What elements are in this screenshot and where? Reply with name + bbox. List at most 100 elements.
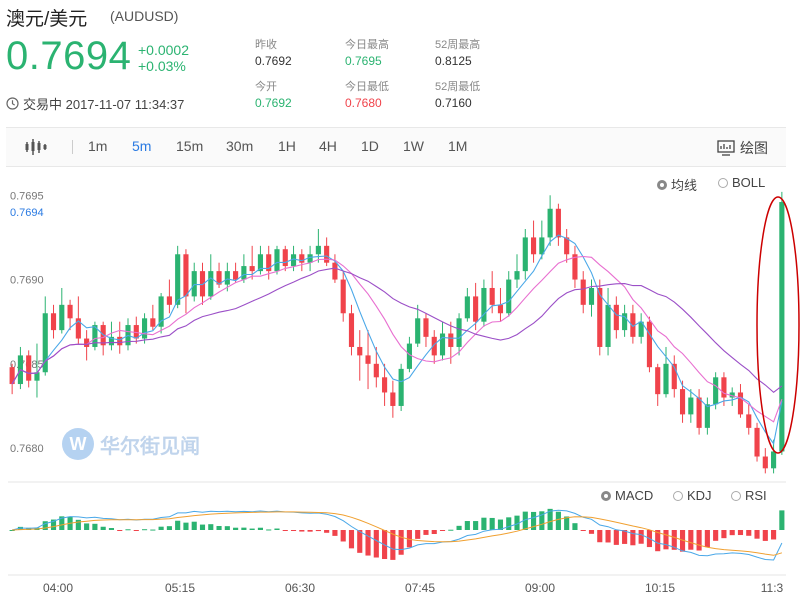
tab-1m[interactable]: 1M xyxy=(448,138,468,154)
macd-bar xyxy=(324,530,330,533)
candle-body xyxy=(166,296,172,305)
candle-body xyxy=(721,377,727,398)
stat-value: 0.7680 xyxy=(345,96,382,110)
macd-bar xyxy=(613,530,619,545)
candle-body xyxy=(50,313,57,331)
macd-bar xyxy=(679,530,686,552)
candle-body xyxy=(671,363,677,390)
candle-body xyxy=(464,296,470,319)
candle-body xyxy=(688,397,694,415)
tab-1w[interactable]: 1W xyxy=(403,138,424,154)
candle-body xyxy=(183,254,189,297)
candle-body xyxy=(655,367,661,395)
boll-toggle[interactable]: BOLL xyxy=(718,175,765,190)
time-tick-label: 10:15 xyxy=(645,581,675,595)
time-tick-label: 07:45 xyxy=(405,581,435,595)
tab-4h[interactable]: 4H xyxy=(319,138,337,154)
candle-body xyxy=(762,456,768,469)
candlestick-icon[interactable] xyxy=(24,138,50,156)
candle-body xyxy=(26,355,32,381)
candle-body xyxy=(415,318,421,344)
macd-bar xyxy=(539,511,545,530)
tab-30m[interactable]: 30m xyxy=(226,138,254,154)
candle-body xyxy=(59,304,65,331)
candle-body xyxy=(282,249,288,267)
macd-bar xyxy=(564,516,570,530)
clock-icon xyxy=(6,97,19,110)
tab-5m[interactable]: 5m xyxy=(132,138,152,154)
time-tick-label: 09:00 xyxy=(525,581,555,595)
candle-body xyxy=(663,363,669,395)
macd-bar xyxy=(249,528,255,530)
stat-label: 今日最低 xyxy=(345,81,389,93)
stat-value: 0.7692 xyxy=(255,96,292,110)
candle-body xyxy=(431,336,437,356)
candle-body xyxy=(249,266,255,272)
macd-bar xyxy=(448,529,454,531)
stat-0: 昨收 0.7692 xyxy=(255,37,292,69)
kdj-toggle[interactable]: KDJ xyxy=(673,488,712,503)
stat-5: 52周最低 0.7160 xyxy=(435,79,480,111)
macd-bar xyxy=(307,530,313,532)
candle-body xyxy=(489,287,495,305)
macd-bar xyxy=(423,530,429,535)
toolbar-divider xyxy=(72,140,73,154)
macd-bar xyxy=(713,530,719,541)
candle-body xyxy=(332,262,338,280)
boll-radio[interactable] xyxy=(718,177,728,188)
tab-15m[interactable]: 15m xyxy=(176,138,204,154)
candle-body xyxy=(406,343,412,369)
candle-body xyxy=(605,304,611,347)
candle-body xyxy=(133,325,139,339)
macd-bar xyxy=(266,529,272,531)
candle-body xyxy=(158,296,164,327)
macd-bar xyxy=(464,521,470,530)
rsi-toggle[interactable]: RSI xyxy=(731,488,767,503)
candle-body xyxy=(257,254,264,272)
candle-body xyxy=(84,338,90,347)
draw-button[interactable]: 绘图 xyxy=(717,138,768,158)
price-tick-label: 0.7680 xyxy=(10,443,44,455)
macd-bar xyxy=(315,530,321,532)
macd-bar xyxy=(150,529,156,531)
macd-bar xyxy=(108,528,115,530)
ma-radio[interactable] xyxy=(657,179,667,190)
macd-bar xyxy=(588,530,595,534)
macd-bar xyxy=(357,530,363,553)
candle-body xyxy=(547,208,553,238)
ma-toggle[interactable]: 均线 xyxy=(657,175,697,194)
macd-bar xyxy=(688,530,694,550)
macd-bar xyxy=(158,526,164,530)
macd-bar xyxy=(522,511,528,530)
macd-bar xyxy=(199,524,206,530)
tab-1h[interactable]: 1H xyxy=(278,138,296,154)
candle-body xyxy=(696,397,702,428)
macd-toggle[interactable]: MACD xyxy=(601,488,653,503)
candle-body xyxy=(307,254,313,263)
macd-bar xyxy=(415,530,421,539)
candle-body xyxy=(746,414,752,428)
candle-body xyxy=(42,313,48,373)
tab-1d[interactable]: 1D xyxy=(361,138,379,154)
macd-bar xyxy=(779,510,785,530)
macd-bar xyxy=(233,527,239,530)
macd-bar xyxy=(663,530,669,550)
candle-body xyxy=(324,245,330,263)
stat-value: 0.7160 xyxy=(435,96,472,110)
highlight-ellipse xyxy=(756,196,800,454)
time-tick-label: 05:15 xyxy=(165,581,195,595)
macd-bar xyxy=(216,525,222,530)
tab-1m[interactable]: 1m xyxy=(88,138,108,154)
boll-label: BOLL xyxy=(732,175,766,190)
macd-radio[interactable] xyxy=(601,490,611,501)
macd-bar xyxy=(141,529,148,531)
ma5-line xyxy=(11,234,783,446)
rsi-radio[interactable] xyxy=(731,490,741,501)
time-tick-label: 11:3 xyxy=(761,581,784,595)
candle-body xyxy=(34,372,40,381)
candle-body xyxy=(191,271,197,297)
kdj-radio[interactable] xyxy=(673,490,683,501)
monitor-chart-icon xyxy=(717,140,735,156)
candle-body xyxy=(679,389,686,415)
